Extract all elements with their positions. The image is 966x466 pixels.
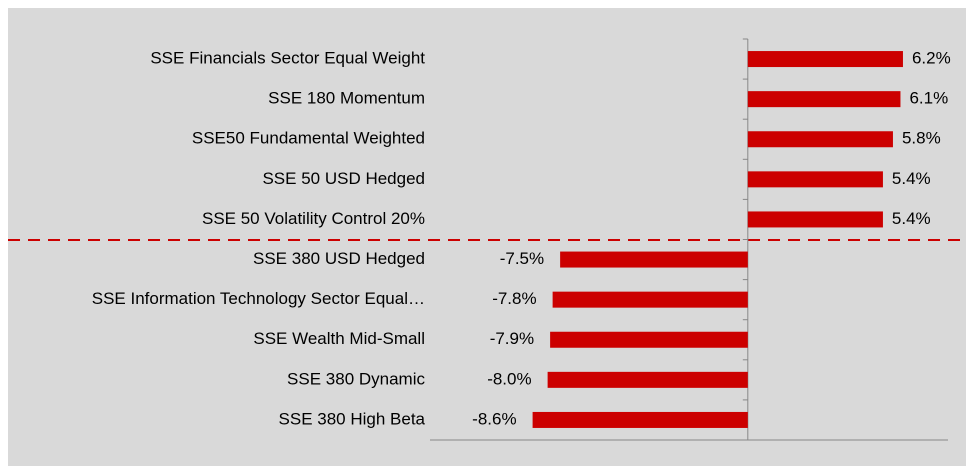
category-label: SSE 180 Momentum [268,89,425,108]
bar [550,331,748,348]
chart-background [8,8,966,466]
value-label: -7.8% [492,289,536,308]
category-label: SSE 50 Volatility Control 20% [202,209,425,228]
bar [747,131,893,148]
bar [560,251,748,268]
category-label: SSE 380 High Beta [279,409,426,428]
category-label: SSE Information Technology Sector Equal… [92,289,425,308]
bar [747,171,883,188]
category-label: SSE50 Fundamental Weighted [192,129,425,148]
bar [547,371,748,388]
category-label: SSE 380 USD Hedged [253,249,425,268]
value-label: 5.8% [902,129,941,148]
value-label: 6.2% [912,49,951,68]
value-label: -8.6% [472,409,516,428]
bar [747,51,903,68]
bar [532,411,748,428]
bar [552,291,748,308]
value-label: 5.4% [892,169,931,188]
value-label: -8.0% [487,369,531,388]
category-label: SSE Financials Sector Equal Weight [150,49,425,68]
category-label: SSE 50 USD Hedged [262,169,425,188]
value-label: -7.9% [490,329,534,348]
value-label: 5.4% [892,209,931,228]
category-label: SSE Wealth Mid-Small [253,329,425,348]
category-label: SSE 380 Dynamic [287,369,425,388]
bar [747,91,901,108]
value-label: -7.5% [500,249,544,268]
bar [747,211,883,228]
value-label: 6.1% [909,89,948,108]
